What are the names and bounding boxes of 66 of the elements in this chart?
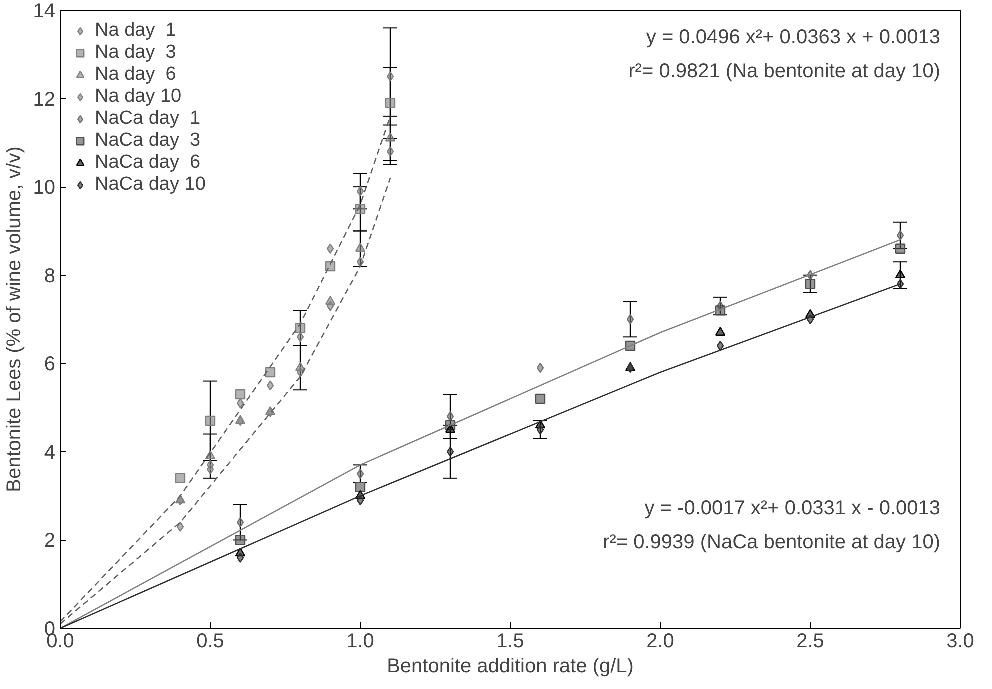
y-axis-title: Bentonite Lees (% of wine volume, v/v) [3, 146, 26, 492]
legend-label: NaCa day 10 [95, 174, 206, 196]
point [445, 424, 456, 434]
point [386, 146, 394, 157]
point [206, 464, 214, 475]
annotation: r²= 0.9821 (Na bentonite at day 10) [628, 60, 941, 82]
x-tick-label: 0.5 [196, 630, 224, 652]
point [535, 394, 546, 404]
point [175, 473, 186, 484]
legend-label: NaCa day 1 [95, 108, 201, 130]
point [356, 495, 364, 506]
point [896, 279, 904, 290]
point [356, 186, 364, 197]
point [296, 367, 304, 378]
point [235, 389, 246, 400]
point [236, 552, 244, 563]
y-tick-label: 12 [33, 88, 56, 111]
point [356, 468, 364, 480]
legend-label: Na day 6 [95, 64, 176, 86]
point [236, 398, 244, 408]
point [326, 301, 334, 312]
x-tick-label: 2.5 [796, 630, 824, 652]
point [536, 362, 544, 374]
y-tick-label: 2 [44, 530, 56, 552]
x-axis-title: Bentonite addition rate (g/L) [387, 656, 634, 678]
point [326, 244, 334, 254]
point [805, 279, 816, 290]
point [896, 230, 904, 241]
point [385, 98, 396, 108]
point [176, 522, 184, 532]
point [265, 367, 276, 378]
point [446, 412, 454, 422]
x-tick-label: 2.0 [646, 630, 674, 652]
y-tick-label: 10 [33, 177, 56, 200]
point [536, 424, 544, 435]
point [895, 244, 906, 254]
point [446, 446, 454, 458]
point [715, 326, 726, 336]
legend-label: Na day 3 [95, 42, 176, 64]
point [355, 482, 366, 492]
y-tick-label: 14 [33, 0, 56, 22]
legend-label: NaCa day 6 [95, 152, 201, 174]
point [296, 332, 304, 342]
point [295, 323, 306, 334]
point [626, 314, 634, 325]
legend-label: Na day 10 [95, 86, 182, 108]
point [385, 132, 396, 142]
y-tick-label: 4 [44, 442, 56, 464]
point [236, 517, 244, 528]
point [266, 380, 274, 391]
legend-label: Na day 1 [95, 20, 176, 42]
point [355, 243, 366, 252]
x-tick-label: 3.0 [946, 630, 974, 652]
legend-label: NaCa day 3 [95, 130, 201, 152]
annotation: r²= 0.9939 (NaCa bentonite at day 10) [603, 532, 941, 554]
y-tick-label: 8 [44, 265, 56, 288]
annotation: y = -0.0017 x²+ 0.0331 x - 0.0013 [644, 498, 941, 520]
point [386, 72, 394, 82]
point [716, 340, 724, 352]
point [235, 535, 246, 546]
annotation: y = 0.0496 x²+ 0.0363 x + 0.0013 [646, 26, 941, 48]
point [205, 416, 216, 426]
x-tick-label: 1.0 [346, 630, 374, 652]
point [895, 270, 906, 279]
x-tick-label: 1.5 [496, 630, 524, 652]
y-tick-label: 6 [44, 354, 56, 376]
